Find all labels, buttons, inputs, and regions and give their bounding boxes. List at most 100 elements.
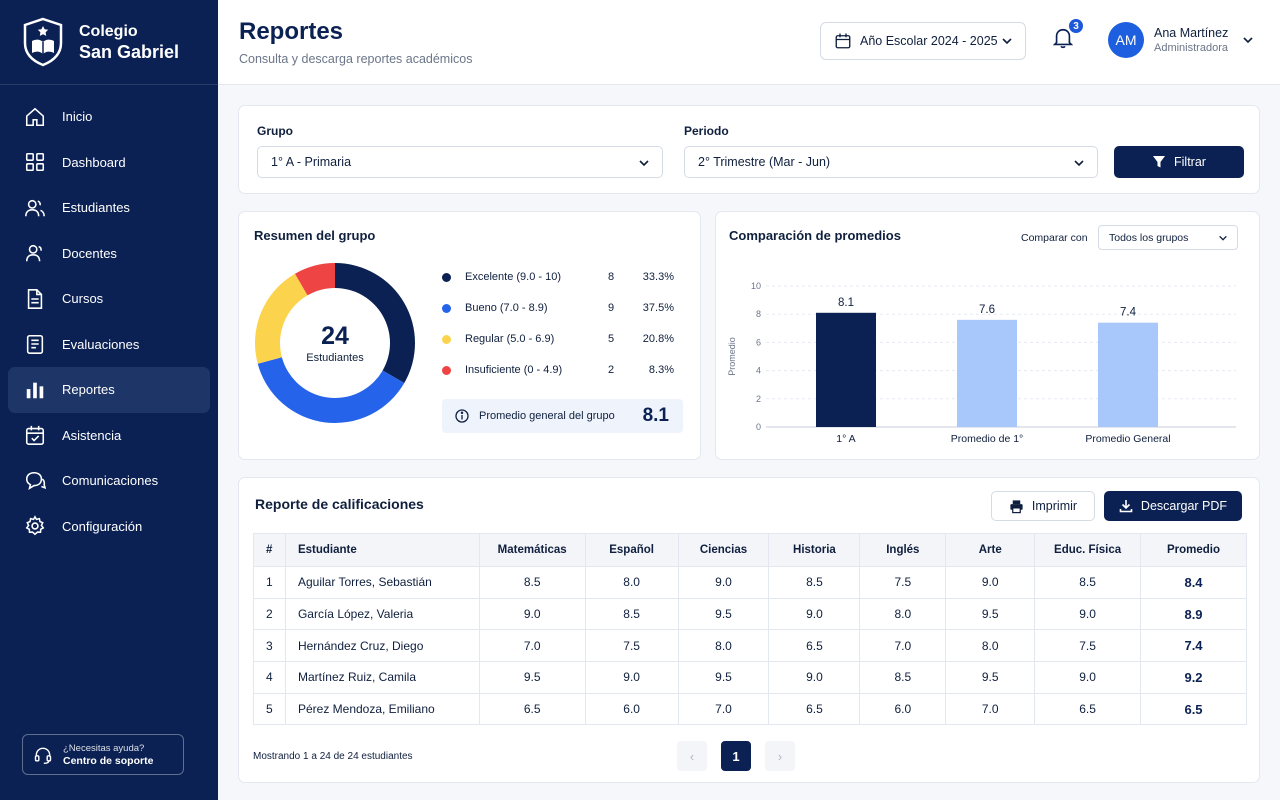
column-header[interactable]: Educ. Física — [1034, 533, 1142, 567]
cell-number: 5 — [253, 692, 286, 726]
cell-grade: 9.0 — [768, 661, 861, 694]
document-icon — [22, 286, 48, 312]
filter-icon — [1153, 156, 1166, 168]
home-icon — [22, 104, 48, 130]
cell-grade: 9.0 — [1034, 661, 1142, 694]
table-row[interactable]: 2 García López, Valeria 9.0 8.5 9.5 9.0 … — [253, 597, 1247, 631]
brand-name-line2: San Gabriel — [79, 42, 180, 62]
column-header[interactable]: Ciencias — [677, 533, 770, 567]
group-average-value: 8.1 — [642, 405, 669, 426]
avatar: AM — [1108, 22, 1144, 58]
table-header-row: # Estudiante Matemáticas Español Ciencia… — [253, 533, 1247, 567]
print-button-label: Imprimir — [1031, 499, 1078, 513]
legend-name: Regular (5.0 - 6.9) — [465, 333, 555, 345]
y-tick-label: 10 — [751, 281, 761, 291]
headset-icon — [34, 747, 52, 764]
top-header: Reportes Consulta y descarga reportes ac… — [218, 0, 1280, 85]
table-row[interactable]: 5 Pérez Mendoza, Emiliano 6.5 6.0 7.0 6.… — [253, 692, 1247, 726]
column-header[interactable]: # — [253, 533, 286, 567]
notifications-button[interactable]: 3 — [1052, 18, 1084, 54]
y-tick-label: 4 — [756, 366, 761, 376]
column-header[interactable]: Inglés — [859, 533, 947, 567]
y-axis-label: Promedio — [727, 337, 737, 376]
user-menu[interactable]: AM Ana Martínez Administradora — [1108, 22, 1254, 58]
pagination-page-button[interactable]: 1 — [721, 741, 751, 771]
sidebar-item-label: Docentes — [62, 245, 117, 261]
pagination-prev-button[interactable]: ‹ — [677, 741, 707, 771]
page-subtitle: Consulta y descarga reportes académicos — [239, 52, 473, 66]
support-center-link[interactable]: ¿Necesitas ayuda? Centro de soporte — [22, 734, 184, 775]
user-name: Ana Martínez — [1154, 26, 1229, 40]
sidebar-item-reportes[interactable]: Reportes — [8, 367, 210, 413]
legend-dot — [442, 272, 451, 282]
notification-badge: 3 — [1068, 18, 1084, 34]
pagination-next-button[interactable]: › — [765, 741, 795, 771]
cell-grade: 8.5 — [768, 566, 861, 599]
column-header[interactable]: Matemáticas — [478, 533, 586, 567]
column-header[interactable]: Arte — [945, 533, 1036, 567]
sidebar-item-asistencia[interactable]: Asistencia — [8, 413, 210, 459]
compare-select[interactable]: Todos los grupos — [1098, 225, 1238, 250]
brand[interactable]: Colegio San Gabriel — [0, 0, 218, 85]
cell-grade: 8.0 — [584, 566, 679, 599]
filter-panel: Grupo 1° A - Primaria Periodo 2° Trimest… — [238, 105, 1260, 194]
column-header[interactable]: Historia — [768, 533, 861, 567]
print-button[interactable]: Imprimir — [991, 491, 1095, 521]
cell-grade: 7.5 — [584, 629, 679, 663]
donut-slice-0 — [335, 263, 415, 383]
sidebar-item-cursos[interactable]: Cursos — [8, 276, 210, 322]
group-label: Grupo — [257, 124, 293, 138]
school-year-value: Año Escolar 2024 - 2025 — [860, 34, 998, 48]
legend-pct: 8.3% — [648, 364, 674, 376]
legend-count: 9 — [608, 302, 615, 314]
cell-grade: 9.0 — [945, 566, 1036, 599]
cell-student: Pérez Mendoza, Emiliano — [284, 692, 480, 726]
cell-grade: 9.5 — [677, 661, 770, 694]
group-select[interactable]: 1° A - Primaria — [257, 146, 663, 178]
clipboard-icon — [22, 331, 48, 357]
group-average-box: Promedio general del grupo 8.1 — [442, 399, 683, 433]
cell-grade: 8.5 — [478, 566, 586, 599]
cell-grade: 9.5 — [478, 661, 586, 694]
cell-grade: 7.5 — [1034, 629, 1142, 663]
cell-grade: 6.5 — [768, 629, 861, 663]
cell-number: 1 — [253, 566, 286, 599]
donut-slice-1 — [257, 357, 405, 423]
table-row[interactable]: 4 Martínez Ruiz, Camila 9.5 9.0 9.5 9.0 … — [253, 661, 1247, 694]
school-crest-icon — [23, 17, 63, 67]
chevron-down-icon — [1219, 235, 1227, 241]
group-value: 1° A - Primaria — [271, 155, 352, 169]
legend-count: 2 — [608, 364, 615, 376]
bar-1 — [957, 319, 1017, 427]
column-header[interactable]: Promedio — [1140, 533, 1247, 567]
cell-grade: 8.0 — [945, 629, 1036, 663]
download-pdf-button[interactable]: Descargar PDF — [1104, 491, 1242, 521]
cell-grade: 8.5 — [859, 661, 947, 694]
report-title: Reporte de calificaciones — [255, 496, 424, 512]
sidebar-item-configuracion[interactable]: Configuración — [8, 504, 210, 550]
sidebar-item-docentes[interactable]: Docentes — [8, 231, 210, 277]
sidebar-item-estudiantes[interactable]: Estudiantes — [8, 185, 210, 231]
school-year-select[interactable]: Año Escolar 2024 - 2025 — [820, 22, 1026, 60]
filter-button[interactable]: Filtrar — [1114, 146, 1244, 178]
column-header[interactable]: Estudiante — [284, 533, 480, 567]
cell-average: 8.4 — [1140, 566, 1247, 599]
bar-2 — [1098, 322, 1158, 427]
period-select[interactable]: 2° Trimestre (Mar - Jun) — [684, 146, 1098, 178]
donut-slice-3 — [295, 263, 335, 296]
pagination-summary: Mostrando 1 a 24 de 24 estudiantes — [253, 751, 413, 762]
y-tick-label: 2 — [756, 394, 761, 404]
table-row[interactable]: 3 Hernández Cruz, Diego 7.0 7.5 8.0 6.5 … — [253, 629, 1247, 663]
sidebar-item-comunicaciones[interactable]: Comunicaciones — [8, 458, 210, 504]
cell-grade: 7.0 — [478, 629, 586, 663]
sidebar-item-evaluaciones[interactable]: Evaluaciones — [8, 322, 210, 368]
sidebar-item-dashboard[interactable]: Dashboard — [8, 140, 210, 186]
cell-number: 2 — [253, 597, 286, 631]
cell-grade: 9.0 — [478, 597, 586, 631]
info-icon — [455, 409, 469, 423]
sidebar-item-inicio[interactable]: Inicio — [8, 94, 210, 140]
column-header[interactable]: Español — [584, 533, 679, 567]
table-row[interactable]: 1 Aguilar Torres, Sebastián 8.5 8.0 9.0 … — [253, 566, 1247, 599]
period-label: Periodo — [684, 124, 729, 138]
y-tick-label: 6 — [756, 337, 761, 347]
